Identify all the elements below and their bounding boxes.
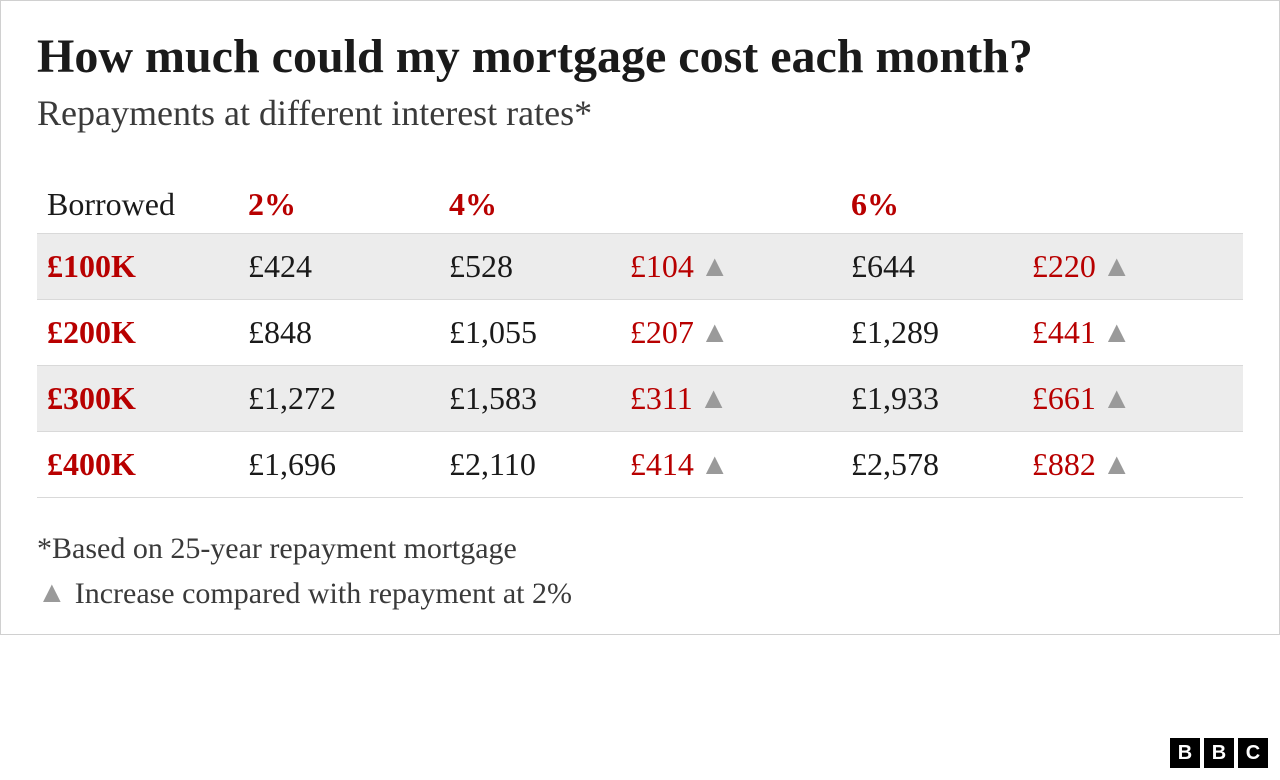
cell-6pct: £1,933 — [841, 366, 1022, 432]
footnotes: *Based on 25-year repayment mortgage ▲ I… — [37, 526, 1243, 616]
cell-borrowed: £100K — [37, 234, 238, 300]
up-arrow-icon: ▲ — [1102, 316, 1132, 350]
up-arrow-icon: ▲ — [37, 570, 67, 615]
col-header-6pct: 6% — [841, 172, 1243, 234]
cell-6pct-increase: £441▲ — [1022, 300, 1243, 366]
cell-6pct: £644 — [841, 234, 1022, 300]
up-arrow-icon: ▲ — [700, 448, 730, 482]
bbc-logo: B B C — [1170, 738, 1268, 768]
cell-2pct: £424 — [238, 234, 439, 300]
cell-borrowed: £400K — [37, 432, 238, 498]
mortgage-table-card: How much could my mortgage cost each mon… — [0, 0, 1280, 635]
table-row: £100K £424 £528 £104▲ £644 £220▲ — [37, 234, 1243, 300]
up-arrow-icon: ▲ — [700, 250, 730, 284]
up-arrow-icon: ▲ — [1102, 250, 1132, 284]
cell-4pct: £1,055 — [439, 300, 620, 366]
cell-4pct-increase: £311▲ — [620, 366, 841, 432]
cell-6pct-increase: £220▲ — [1022, 234, 1243, 300]
up-arrow-icon: ▲ — [1102, 448, 1132, 482]
col-header-2pct: 2% — [238, 172, 439, 234]
cell-4pct: £1,583 — [439, 366, 620, 432]
cell-borrowed: £300K — [37, 366, 238, 432]
up-arrow-icon: ▲ — [699, 382, 729, 416]
cell-6pct: £1,289 — [841, 300, 1022, 366]
cell-2pct: £1,696 — [238, 432, 439, 498]
cell-6pct-increase: £661▲ — [1022, 366, 1243, 432]
table-header-row: Borrowed 2% 4% 6% — [37, 172, 1243, 234]
cell-2pct: £1,272 — [238, 366, 439, 432]
cell-4pct: £528 — [439, 234, 620, 300]
footnote-increase-key: ▲ Increase compared with repayment at 2% — [37, 571, 1243, 616]
up-arrow-icon: ▲ — [1102, 382, 1132, 416]
cell-4pct-increase: £414▲ — [620, 432, 841, 498]
repayment-table: Borrowed 2% 4% 6% £100K £424 £528 £104▲ … — [37, 172, 1243, 498]
cell-4pct-increase: £207▲ — [620, 300, 841, 366]
footnote-assumption: *Based on 25-year repayment mortgage — [37, 526, 1243, 571]
table-row: £300K £1,272 £1,583 £311▲ £1,933 £661▲ — [37, 366, 1243, 432]
card-subtitle: Repayments at different interest rates* — [37, 92, 1243, 134]
table-row: £400K £1,696 £2,110 £414▲ £2,578 £882▲ — [37, 432, 1243, 498]
cell-6pct-increase: £882▲ — [1022, 432, 1243, 498]
col-header-borrowed: Borrowed — [37, 172, 238, 234]
cell-2pct: £848 — [238, 300, 439, 366]
cell-4pct: £2,110 — [439, 432, 620, 498]
table-row: £200K £848 £1,055 £207▲ £1,289 £441▲ — [37, 300, 1243, 366]
up-arrow-icon: ▲ — [700, 316, 730, 350]
bbc-logo-block: B — [1204, 738, 1234, 768]
card-title: How much could my mortgage cost each mon… — [37, 29, 1243, 84]
bbc-logo-block: C — [1238, 738, 1268, 768]
col-header-4pct: 4% — [439, 172, 841, 234]
bbc-logo-block: B — [1170, 738, 1200, 768]
cell-6pct: £2,578 — [841, 432, 1022, 498]
cell-4pct-increase: £104▲ — [620, 234, 841, 300]
cell-borrowed: £200K — [37, 300, 238, 366]
